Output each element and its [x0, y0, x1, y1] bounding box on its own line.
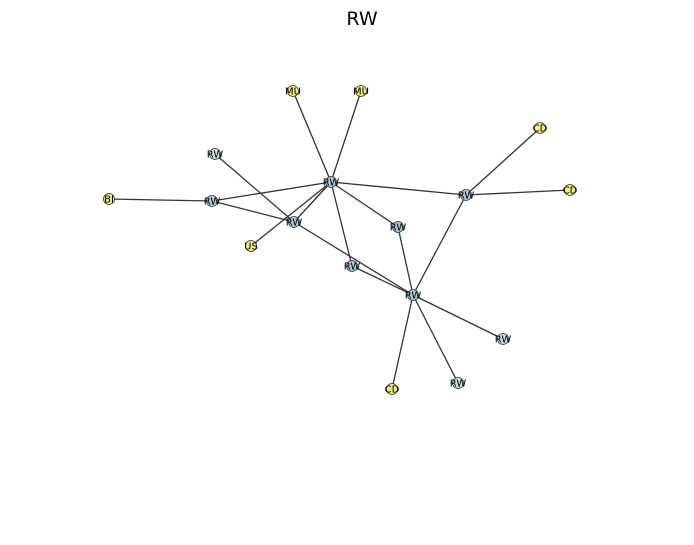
node-label: BI	[104, 195, 114, 206]
edge-rw_mid-rw_low	[293, 221, 414, 296]
edge-rw_small-rw_low	[397, 226, 414, 296]
node-label: RW	[286, 218, 303, 229]
node-label: RW	[390, 223, 407, 234]
node-label: RW	[344, 262, 361, 273]
node-label: CD	[385, 385, 400, 396]
edge-hub-rw_mid	[293, 181, 332, 223]
node-hub: RW	[323, 176, 340, 189]
node-rw_mid: RW	[286, 216, 303, 229]
node-bi: BI	[103, 193, 115, 206]
graph-title: RW	[346, 8, 377, 30]
node-rw_small: RW	[390, 221, 407, 234]
node-label: RW	[458, 191, 475, 202]
edge-hub-us	[250, 181, 332, 247]
node-rw_center: RW	[344, 260, 361, 273]
node-us: US	[244, 240, 258, 253]
edge-layer	[108, 90, 571, 390]
edge-rw_low-rw_bottom	[412, 294, 459, 384]
node-marker	[209, 148, 221, 160]
edge-rw_top_left-rw_mid	[214, 153, 295, 223]
node-label: RW	[323, 178, 340, 189]
edge-hub-mu1	[292, 90, 332, 183]
edge-rw_right-cd1	[465, 127, 541, 196]
node-mu1: MU	[285, 85, 301, 98]
edge-rw_right-rw_low	[412, 194, 467, 296]
node-marker	[497, 333, 509, 345]
node-marker	[460, 189, 472, 201]
node-marker	[534, 122, 546, 134]
node-marker	[452, 377, 464, 389]
node-label: US	[244, 242, 258, 253]
edge-hub-mu2	[330, 90, 362, 183]
node-rw_low: RW	[405, 289, 422, 302]
node-label: RW	[450, 379, 467, 390]
node-rw_top_left: RW	[207, 148, 224, 161]
edge-hub-rw_left	[211, 181, 332, 202]
edge-rw_low-cd3	[391, 294, 414, 390]
edge-rw_right-cd2	[465, 189, 571, 196]
edge-rw_center-rw_low	[351, 265, 414, 296]
edge-bi-rw_left	[108, 198, 213, 202]
node-marker	[355, 85, 367, 97]
edge-hub-rw_center	[330, 181, 353, 267]
edge-rw_low-rw_low_right	[412, 294, 504, 340]
node-mu2: MU	[353, 85, 369, 98]
node-label: MU	[353, 87, 369, 98]
node-marker	[245, 240, 257, 252]
node-marker	[346, 260, 358, 272]
edge-rw_left-rw_mid	[211, 200, 295, 223]
node-label: MU	[285, 87, 301, 98]
node-marker	[564, 184, 576, 196]
node-rw_left: RW	[204, 195, 221, 208]
node-label: RW	[204, 197, 221, 208]
node-marker	[325, 176, 337, 188]
node-rw_right: RW	[458, 189, 475, 202]
edge-hub-rw_small	[330, 181, 399, 228]
node-layer: RW RW RW RW RW RW RW RW RW RW MU MU BI US CD CD CD	[103, 85, 578, 396]
node-cd3: CD	[385, 383, 400, 396]
node-marker	[103, 193, 115, 205]
node-rw_bottom: RW	[450, 377, 467, 390]
node-cd2: CD	[563, 184, 578, 197]
node-label: RW	[405, 291, 422, 302]
node-marker	[392, 221, 404, 233]
node-label: CD	[563, 186, 578, 197]
node-label: CD	[533, 124, 548, 135]
node-rw_low_right: RW	[495, 333, 512, 346]
node-label: RW	[495, 335, 512, 346]
node-marker	[386, 383, 398, 395]
node-marker	[287, 85, 299, 97]
node-marker	[206, 195, 218, 207]
node-marker	[407, 289, 419, 301]
edge-hub-rw_right	[330, 181, 467, 196]
node-cd1: CD	[533, 122, 548, 135]
node-marker	[288, 216, 300, 228]
node-label: RW	[207, 150, 224, 161]
